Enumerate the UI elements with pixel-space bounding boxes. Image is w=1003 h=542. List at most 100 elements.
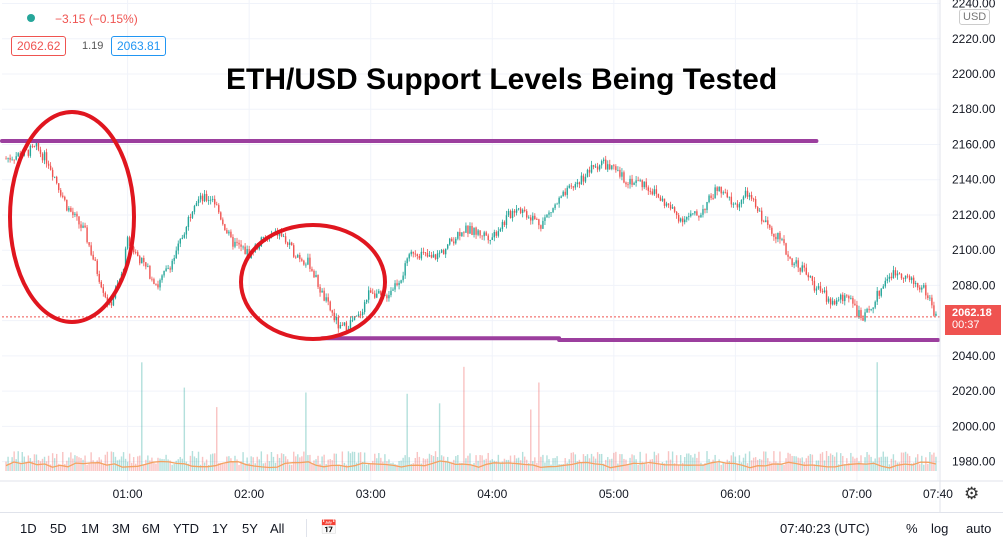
candle-body [62,195,64,197]
candle-body [110,301,113,306]
candle-body [866,308,868,313]
candle-body [15,156,17,160]
range-3m-button[interactable]: 3M [112,521,131,536]
candle-body [412,251,414,254]
percent-scale-button[interactable]: % [906,521,918,536]
candle-body [29,145,32,156]
candle-body [894,270,897,276]
candle-body [777,232,779,240]
candle-body [637,180,639,182]
candle-body [714,187,716,199]
candle-body [813,280,816,291]
candle-body [702,209,704,215]
candle-body [323,290,325,301]
candle-body [833,300,836,305]
candle-body [58,183,60,191]
candle-body [244,246,246,255]
candle-body [74,213,76,215]
candle-body [191,211,194,218]
candle-body [483,232,485,237]
candle-body [380,290,382,296]
range-all-button[interactable]: All [270,521,285,536]
candle-body [639,180,641,182]
candle-body [509,210,512,219]
candle-body [66,199,68,211]
candle-body [438,252,441,254]
log-scale-button[interactable]: log [931,521,949,536]
range-5y-button[interactable]: 5Y [242,521,258,536]
ask-price-button[interactable]: 2063.81 [111,36,167,56]
candle-body [726,192,728,198]
candle-body [835,300,838,305]
candle-body [444,248,447,255]
last-price-label: 2062.18 00:37 [945,305,1001,335]
candle-body [550,212,552,214]
candle-body [665,203,668,206]
candle-body [515,209,518,213]
candle-body [750,195,753,199]
candle-body [619,169,621,177]
candle-body [491,237,493,240]
candle-body [477,230,479,235]
range-5d-button[interactable]: 5D [50,521,67,536]
candle-body [282,236,285,238]
candle-body [882,286,884,289]
candle-body [55,176,58,184]
candle-body [896,273,899,276]
candle-body [420,251,423,259]
currency-label[interactable]: USD [959,9,991,25]
candle-body [659,197,662,201]
range-1d-button[interactable]: 1D [20,521,37,536]
candle-body [469,225,471,234]
candle-body [155,283,157,285]
candle-body [388,295,390,299]
candle-body [544,217,546,221]
candle-body [720,186,722,194]
candle-body [673,207,676,212]
candle-body [876,290,878,302]
candle-body [748,195,751,197]
candle-body [49,165,52,170]
candle-body [542,220,544,229]
candle-body [92,254,94,260]
candle-body [605,159,607,170]
bid-price-button[interactable]: 2062.62 [11,36,67,56]
candle-body [416,254,419,257]
settings-gear-icon[interactable]: ⚙ [964,484,980,503]
candle-body [682,218,684,223]
candle-body [339,324,342,329]
price-chart[interactable]: 1980.002000.002020.002040.002060.002080.… [0,0,1003,512]
candle-body [351,320,354,322]
candle-body [631,178,633,185]
candle-body [809,276,812,278]
candle-body [455,238,457,244]
range-6m-button[interactable]: 6M [142,521,161,536]
candle-body [892,270,895,279]
candle-body [898,273,901,275]
bar-countdown: 00:37 [952,319,980,331]
candle-body [390,290,392,296]
candle-body [552,208,554,213]
candle-body [611,165,613,170]
candle-body [908,276,911,281]
range-ytd-button[interactable]: YTD [173,521,199,536]
calendar-icon[interactable]: 📅 [320,519,338,535]
candle-body [446,244,449,249]
auto-scale-button[interactable]: auto [966,521,992,536]
range-1y-button[interactable]: 1Y [212,521,228,536]
candle-body [580,175,583,185]
candle-body [386,295,388,299]
candle-body [576,182,579,185]
candle-body [677,215,680,222]
candle-body [507,210,510,216]
candle-body [679,218,682,222]
candle-body [868,308,870,310]
annotations [0,110,940,343]
candle-body [910,277,913,281]
candle-body [560,196,562,198]
candle-body [286,242,289,245]
candle-body [663,198,666,206]
candle-body [929,297,931,299]
range-1m-button[interactable]: 1M [81,521,100,536]
x-tick-label: 06:00 [720,487,750,501]
